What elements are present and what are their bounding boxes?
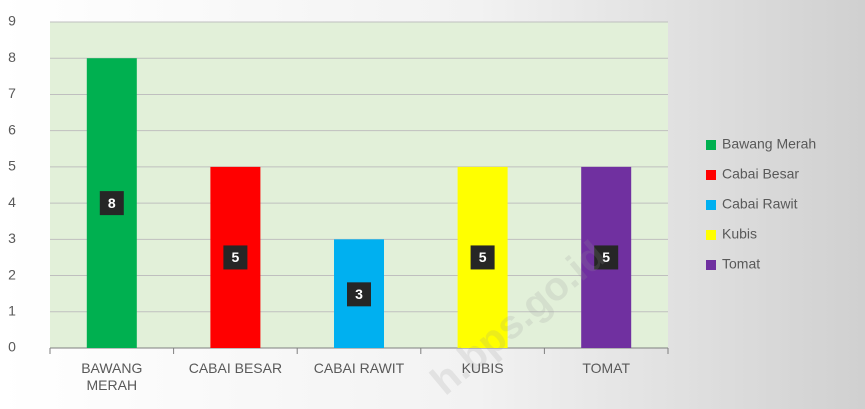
legend-swatch xyxy=(706,170,716,180)
y-tick-label: 1 xyxy=(8,302,16,318)
data-label-box xyxy=(470,245,495,270)
data-label: 5 xyxy=(232,249,240,265)
x-tick-label: BAWANG MERAH xyxy=(81,360,143,393)
data-label-box xyxy=(99,191,124,216)
legend-label: Tomat xyxy=(722,256,760,272)
data-label-box xyxy=(223,245,248,270)
data-label-box xyxy=(347,282,371,307)
data-label: 5 xyxy=(602,249,610,265)
data-label: 5 xyxy=(479,249,487,265)
legend-label: Cabai Besar xyxy=(722,166,799,182)
y-tick-label: 9 xyxy=(8,13,16,29)
legend-swatch xyxy=(706,140,716,150)
legend-swatch xyxy=(706,200,716,210)
data-label-box xyxy=(594,245,619,270)
y-tick-label: 2 xyxy=(8,266,16,282)
legend-swatch xyxy=(706,230,716,240)
x-tick-label: KUBIS xyxy=(461,360,504,376)
legend-label: Kubis xyxy=(722,226,757,242)
y-tick-label: 0 xyxy=(8,339,16,355)
y-tick-label: 8 xyxy=(8,49,16,65)
legend-swatch xyxy=(706,260,716,270)
y-tick-label: 6 xyxy=(8,121,16,137)
x-tick-label: TOMAT xyxy=(582,360,631,376)
legend-label: Cabai Rawit xyxy=(722,196,798,212)
x-tick-label: CABAI BESAR xyxy=(188,360,283,376)
y-tick-label: 3 xyxy=(8,230,16,246)
y-tick-label: 4 xyxy=(8,194,16,210)
legend-label: Bawang Merah xyxy=(722,136,816,152)
x-tick-label: CABAI RAWIT xyxy=(313,360,405,376)
data-label: 3 xyxy=(355,286,363,302)
data-label: 8 xyxy=(108,195,116,211)
y-tick-label: 5 xyxy=(8,158,16,174)
y-tick-label: 7 xyxy=(8,85,16,101)
